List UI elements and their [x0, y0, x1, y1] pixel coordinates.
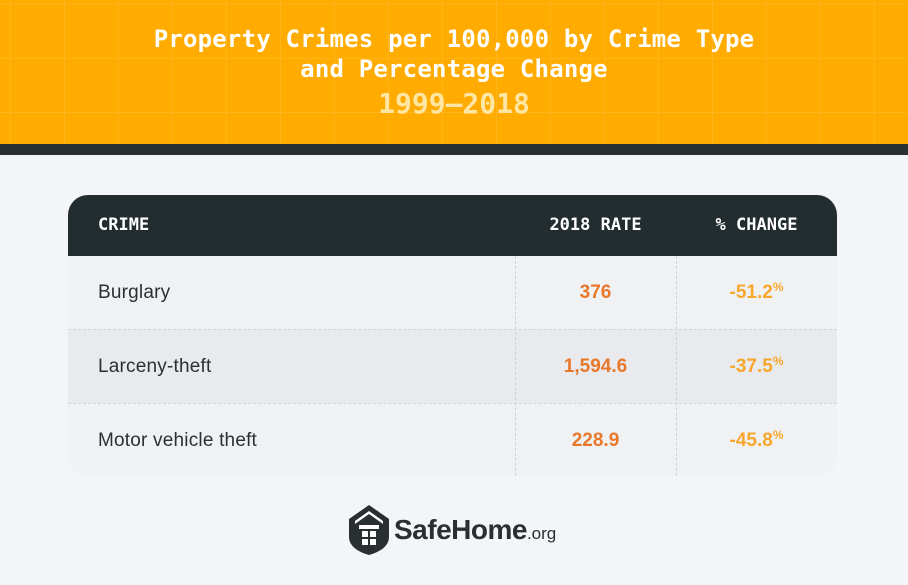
change-value: -51.2	[729, 282, 773, 303]
title-line-1: Property Crimes per 100,000 by Crime Typ…	[153, 25, 755, 53]
safehome-logo[interactable]: SafeHome.org	[348, 504, 578, 556]
change-value: -45.8	[729, 430, 773, 451]
change-unit: %	[772, 428, 784, 442]
crime-rate: 228.9	[571, 430, 620, 451]
table-row: Larceny-theft 1,594.6 -37.5%	[68, 329, 837, 403]
crime-change: -51.2%	[676, 256, 837, 329]
table-row: Burglary 376 -51.2%	[68, 256, 837, 329]
column-header-rate: 2018 RATE	[549, 215, 642, 235]
brand-name: SafeHome.org	[394, 514, 556, 546]
crime-table: CRIME 2018 RATE % CHANGE Burglary 376 -5…	[68, 195, 837, 476]
brand-suffix: .org	[526, 524, 557, 543]
change-unit: %	[772, 280, 784, 294]
crime-name: Larceny-theft	[98, 356, 212, 377]
crime-rate: 376	[579, 282, 612, 303]
column-divider	[676, 256, 677, 476]
header-banner: Property Crimes per 100,000 by Crime Typ…	[0, 0, 908, 144]
crime-change: -45.8%	[676, 404, 837, 476]
crime-name: Burglary	[98, 282, 171, 303]
table-row: Motor vehicle theft 228.9 -45.8%	[68, 403, 837, 476]
page-title: Property Crimes per 100,000 by Crime Typ…	[0, 24, 908, 84]
crime-name: Motor vehicle theft	[98, 430, 258, 451]
header-divider	[0, 144, 908, 155]
title-line-2: and Percentage Change	[300, 55, 608, 83]
crime-change: -37.5%	[676, 330, 837, 403]
change-value: -37.5	[729, 356, 773, 377]
change-unit: %	[772, 354, 784, 368]
house-shield-icon	[349, 505, 389, 555]
brand-main: SafeHome	[394, 514, 527, 545]
column-header-change: % CHANGE	[715, 215, 798, 235]
table-header: CRIME 2018 RATE % CHANGE	[68, 195, 837, 256]
crime-rate: 1,594.6	[563, 356, 628, 377]
page-subtitle: 1999–2018	[378, 87, 530, 120]
column-header-crime: CRIME	[98, 215, 150, 235]
column-divider	[515, 256, 516, 476]
